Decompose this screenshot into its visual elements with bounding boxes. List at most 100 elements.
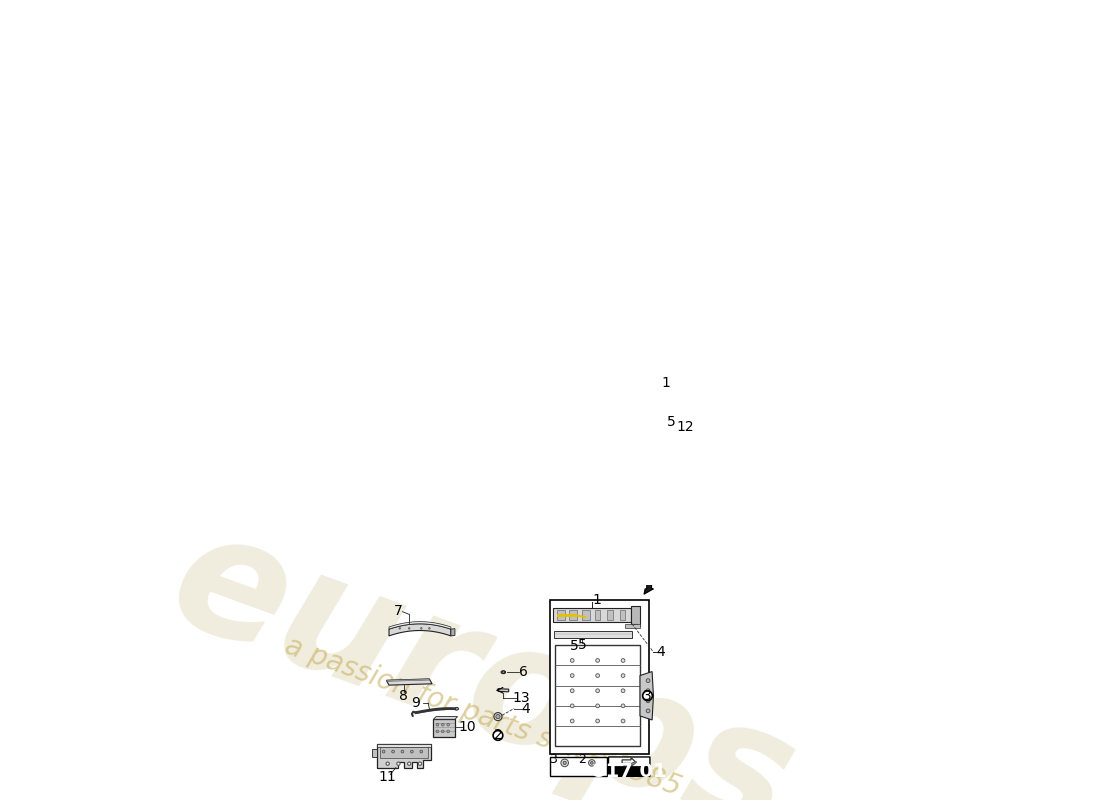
Polygon shape bbox=[552, 608, 630, 622]
Polygon shape bbox=[379, 745, 428, 758]
Circle shape bbox=[646, 678, 650, 682]
Circle shape bbox=[570, 674, 574, 678]
Text: 2: 2 bbox=[494, 729, 503, 742]
Circle shape bbox=[441, 730, 444, 733]
Polygon shape bbox=[623, 763, 632, 766]
Text: 817 01: 817 01 bbox=[592, 762, 667, 781]
Text: 1: 1 bbox=[593, 593, 602, 607]
Circle shape bbox=[596, 704, 600, 708]
Polygon shape bbox=[556, 646, 640, 746]
Polygon shape bbox=[607, 610, 613, 620]
Circle shape bbox=[621, 658, 625, 662]
Circle shape bbox=[383, 750, 385, 753]
Circle shape bbox=[570, 658, 574, 662]
Text: a passion for parts since 1985: a passion for parts since 1985 bbox=[282, 632, 685, 800]
Text: 11: 11 bbox=[378, 770, 396, 784]
Polygon shape bbox=[640, 671, 653, 720]
Text: 9: 9 bbox=[411, 696, 420, 710]
Circle shape bbox=[588, 760, 595, 766]
Polygon shape bbox=[591, 369, 594, 381]
Polygon shape bbox=[624, 410, 679, 457]
Circle shape bbox=[561, 759, 569, 766]
Bar bbox=[550, 599, 649, 754]
Text: 5: 5 bbox=[578, 638, 586, 652]
Polygon shape bbox=[372, 749, 377, 757]
Polygon shape bbox=[433, 717, 458, 719]
Polygon shape bbox=[498, 689, 508, 692]
Polygon shape bbox=[386, 679, 429, 682]
Polygon shape bbox=[386, 679, 432, 685]
Circle shape bbox=[596, 689, 600, 693]
Polygon shape bbox=[455, 707, 459, 710]
Polygon shape bbox=[594, 610, 600, 620]
Circle shape bbox=[563, 762, 566, 765]
Polygon shape bbox=[682, 450, 685, 453]
Polygon shape bbox=[389, 624, 451, 636]
Circle shape bbox=[447, 730, 450, 733]
Circle shape bbox=[418, 762, 421, 766]
FancyBboxPatch shape bbox=[608, 757, 650, 776]
Circle shape bbox=[570, 719, 574, 723]
Circle shape bbox=[493, 730, 503, 740]
Polygon shape bbox=[625, 624, 640, 628]
Text: 3: 3 bbox=[644, 689, 652, 702]
Circle shape bbox=[621, 674, 625, 678]
Circle shape bbox=[410, 750, 414, 753]
Circle shape bbox=[646, 689, 650, 693]
Polygon shape bbox=[630, 606, 640, 626]
Text: 6: 6 bbox=[519, 666, 528, 679]
Polygon shape bbox=[631, 762, 637, 766]
Polygon shape bbox=[582, 610, 590, 620]
Circle shape bbox=[621, 689, 625, 693]
Text: europs: europs bbox=[152, 497, 815, 800]
Circle shape bbox=[402, 750, 404, 753]
FancyBboxPatch shape bbox=[608, 766, 650, 776]
Circle shape bbox=[621, 704, 625, 708]
Polygon shape bbox=[591, 373, 692, 434]
Circle shape bbox=[436, 723, 439, 726]
Circle shape bbox=[447, 723, 450, 726]
Text: 4: 4 bbox=[657, 645, 665, 659]
Polygon shape bbox=[377, 743, 431, 768]
Circle shape bbox=[494, 713, 502, 721]
Polygon shape bbox=[377, 743, 431, 746]
Text: 3: 3 bbox=[549, 753, 557, 766]
Circle shape bbox=[408, 627, 410, 629]
Bar bbox=[550, 758, 607, 776]
Circle shape bbox=[441, 723, 444, 726]
Text: 8: 8 bbox=[399, 689, 408, 703]
Polygon shape bbox=[619, 610, 625, 620]
Circle shape bbox=[596, 674, 600, 678]
Circle shape bbox=[420, 750, 422, 753]
Circle shape bbox=[646, 709, 650, 713]
Text: 4: 4 bbox=[521, 702, 530, 715]
Circle shape bbox=[570, 704, 574, 708]
Circle shape bbox=[429, 627, 430, 629]
Polygon shape bbox=[644, 582, 653, 594]
Polygon shape bbox=[554, 630, 631, 638]
Circle shape bbox=[570, 689, 574, 693]
Circle shape bbox=[621, 719, 625, 723]
Circle shape bbox=[397, 762, 400, 766]
Polygon shape bbox=[433, 719, 455, 737]
Polygon shape bbox=[451, 629, 455, 636]
Text: 5: 5 bbox=[668, 415, 676, 430]
Text: 1: 1 bbox=[661, 376, 671, 390]
Polygon shape bbox=[569, 610, 578, 620]
Circle shape bbox=[392, 750, 395, 753]
Polygon shape bbox=[623, 758, 635, 766]
Circle shape bbox=[502, 671, 505, 674]
Circle shape bbox=[496, 714, 500, 718]
Circle shape bbox=[399, 627, 400, 629]
Text: 12: 12 bbox=[676, 420, 694, 434]
Polygon shape bbox=[656, 424, 684, 454]
Polygon shape bbox=[557, 610, 564, 620]
Circle shape bbox=[642, 691, 652, 701]
Circle shape bbox=[646, 699, 650, 702]
Text: 10: 10 bbox=[459, 720, 476, 734]
Polygon shape bbox=[389, 622, 451, 629]
Text: 13: 13 bbox=[512, 690, 529, 705]
Circle shape bbox=[596, 719, 600, 723]
Text: 7: 7 bbox=[394, 604, 403, 618]
Circle shape bbox=[591, 762, 593, 764]
